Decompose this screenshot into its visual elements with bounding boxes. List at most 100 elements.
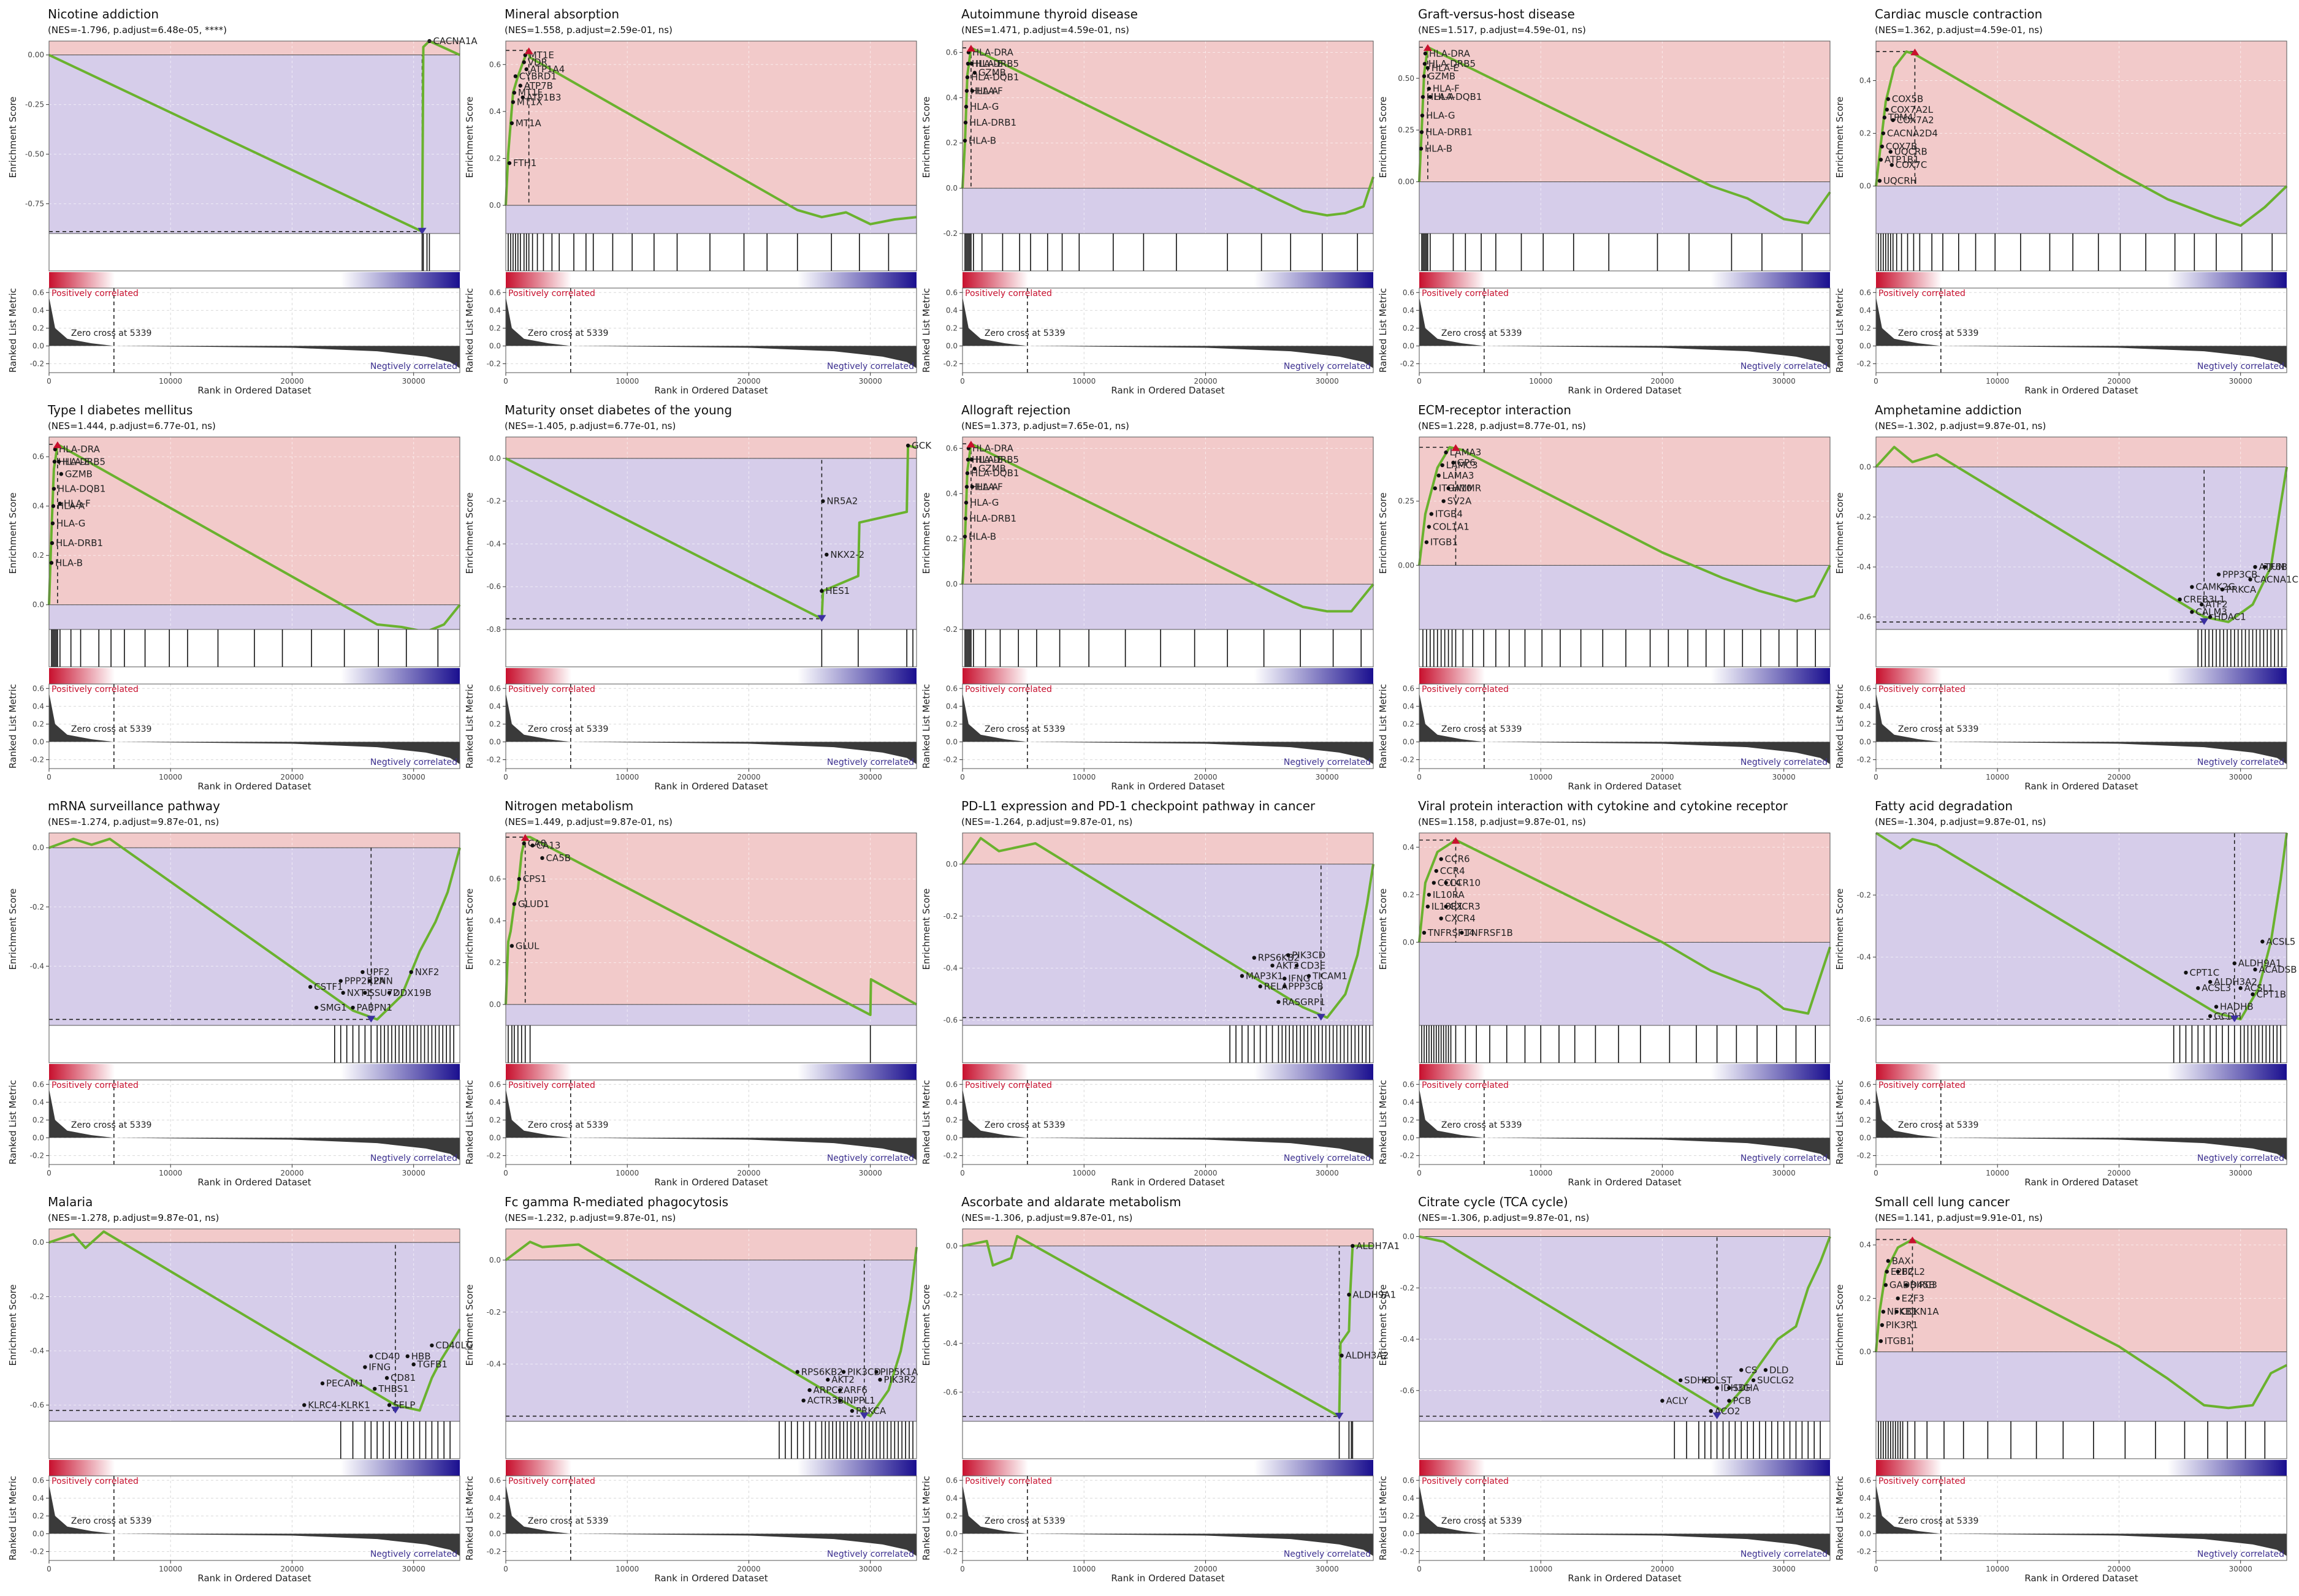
panel-title: PD-L1 expression and PD-1 checkpoint pat… <box>961 799 1316 813</box>
core-gene-point <box>1891 118 1895 123</box>
negative-es-band <box>1419 565 1830 629</box>
zero-cross-label: Zero cross at 5339 <box>1898 724 1979 734</box>
core-gene-label: ITGA10 <box>1439 483 1473 494</box>
positive-gradient-bar <box>1419 272 1485 288</box>
negative-metric-area <box>1484 1533 1830 1556</box>
core-gene-label: PIP5K1A <box>880 1366 918 1377</box>
x-tick-label: 10000 <box>1986 1565 2009 1573</box>
x-tick-label: 10000 <box>1986 773 2009 781</box>
rank-axis-title: Ranked List Metric <box>921 1080 932 1165</box>
x-tick-label: 30000 <box>1316 1565 1339 1573</box>
x-tick-label: 30000 <box>1316 1169 1339 1177</box>
positive-metric-area <box>1876 693 1941 742</box>
core-gene-point <box>1885 107 1889 112</box>
rank-axis-title: Ranked List Metric <box>1834 684 1845 769</box>
core-gene-label: HDAC1 <box>2214 612 2246 623</box>
core-gene-point <box>511 100 516 104</box>
negative-metric-area <box>1940 1533 2287 1556</box>
es-tick-label: -0.75 <box>25 199 44 208</box>
core-gene-label: HLA-DRB1 <box>1425 127 1473 138</box>
panel-title: Graft-versus-host disease <box>1418 7 1575 21</box>
rank-tick-label: 0.6 <box>32 684 44 693</box>
negative-gradient-bar <box>797 668 917 684</box>
core-gene-point <box>1702 1378 1707 1383</box>
rank-tick-label: -0.2 <box>487 1151 501 1160</box>
gsea-panel: mRNA surveillance pathway (NES=-1.274, p.… <box>7 799 461 1188</box>
core-gene-point <box>964 500 969 505</box>
peak-marker <box>1712 1412 1721 1419</box>
positive-es-band <box>963 437 1373 585</box>
x-axis-title: Rank in Ordered Dataset <box>1568 781 1681 792</box>
positive-correlated-label: Positively correlated <box>51 685 139 694</box>
rank-metric-bg <box>49 1476 460 1560</box>
core-gene-label: PPP3CB <box>2222 569 2257 580</box>
negative-es-band <box>1876 466 2287 629</box>
es-tick-label: 0.6 <box>946 48 958 56</box>
negative-correlated-label: Negtively correlated <box>370 1153 457 1163</box>
core-gene-label: TGFB1 <box>417 1359 448 1370</box>
x-tick-label: 30000 <box>1772 1565 1796 1573</box>
x-axis-title: Rank in Ordered Dataset <box>2024 1573 2138 1584</box>
es-tick-label: 0.0 <box>1859 1348 1871 1356</box>
rank-metric-bg <box>506 288 917 373</box>
zero-cross-label: Zero cross at 5339 <box>1441 1120 1522 1130</box>
rank-tick-label: -0.2 <box>1857 359 1871 368</box>
es-tick-label: 0.2 <box>32 551 44 560</box>
core-gene-label: JUN <box>2268 561 2285 572</box>
negative-metric-area <box>1940 1138 2287 1160</box>
core-gene-point <box>1427 525 1432 529</box>
core-gene-label: ALDH9A1 <box>1352 1289 1396 1300</box>
es-axis-title: Enrichment Score <box>7 1284 18 1366</box>
rank-tick-label: -0.2 <box>487 755 501 764</box>
core-gene-label: RPS6KB2 <box>801 1366 843 1377</box>
es-tick-label: -0.2 <box>30 1293 44 1301</box>
x-tick-label: 10000 <box>1529 773 1552 781</box>
x-axis-title: Rank in Ordered Dataset <box>1111 385 1224 396</box>
core-gene-point <box>1739 1368 1744 1372</box>
core-gene-point <box>820 589 824 593</box>
negative-es-band <box>506 458 917 629</box>
core-gene-point <box>964 89 969 93</box>
rank-tick-label: 0.2 <box>1859 720 1871 728</box>
hit-strip-frame <box>962 1025 1374 1063</box>
core-gene-label: HLA-B <box>969 135 996 146</box>
x-tick-label: 10000 <box>1529 377 1552 386</box>
es-axis-title: Enrichment Score <box>1834 888 1845 970</box>
negative-gradient-bar <box>2167 1064 2287 1080</box>
es-axis-title: Enrichment Score <box>1834 1284 1845 1366</box>
positive-correlated-label: Positively correlated <box>51 1476 139 1486</box>
es-curve-line <box>1418 446 1831 602</box>
zero-cross-label: Zero cross at 5339 <box>1898 1120 1979 1130</box>
zero-cross-label: Zero cross at 5339 <box>71 1120 152 1130</box>
core-gene-label: HLA-A <box>1427 91 1455 102</box>
core-gene-label: CXCR3 <box>1450 901 1481 912</box>
zero-cross-label: Zero cross at 5339 <box>1898 1516 1979 1526</box>
positive-metric-area <box>506 1484 571 1534</box>
x-axis-title: Rank in Ordered Dataset <box>1111 1573 1224 1584</box>
hit-strip-frame <box>1419 1025 1831 1063</box>
positive-es-band <box>1876 41 2287 186</box>
negative-gradient-bar <box>340 272 460 288</box>
x-axis-title: Rank in Ordered Dataset <box>654 1573 768 1584</box>
x-axis-title: Rank in Ordered Dataset <box>1111 781 1224 792</box>
positive-correlated-label: Positively correlated <box>1878 685 1965 694</box>
negative-metric-area <box>1484 346 1830 368</box>
peak-marker <box>520 834 530 841</box>
core-gene-label: HLA-DRA <box>972 443 1014 454</box>
x-tick-label: 20000 <box>1650 377 1674 386</box>
core-gene-label: COX5B <box>1892 94 1923 105</box>
core-gene-point <box>2190 585 2194 589</box>
gsea-panel: Type I diabetes mellitus (NES=1.444, p.ad… <box>7 403 461 792</box>
core-gene-label: MT1A <box>516 118 542 129</box>
core-gene-label: IL10RA <box>1433 889 1465 900</box>
core-gene-label: NKX2-2 <box>830 549 864 560</box>
negative-es-band <box>49 848 460 1025</box>
core-gene-label: ARPC2 <box>814 1385 844 1396</box>
core-gene-point <box>351 1005 355 1010</box>
core-gene-point <box>507 161 512 165</box>
positive-correlated-label: Positively correlated <box>1422 289 1509 298</box>
core-gene-point <box>801 1398 806 1403</box>
x-tick-label: 30000 <box>1772 377 1796 386</box>
core-gene-label: ATP7B <box>524 80 553 91</box>
